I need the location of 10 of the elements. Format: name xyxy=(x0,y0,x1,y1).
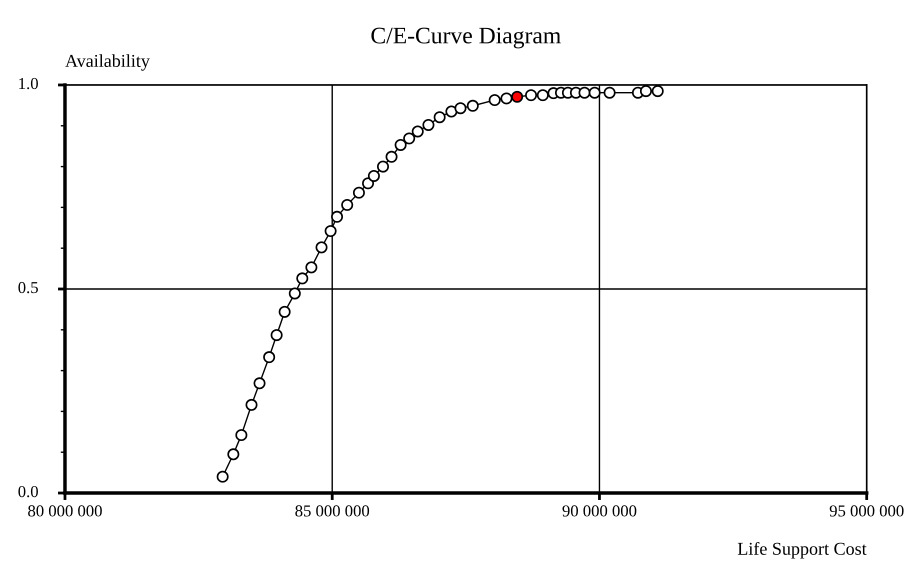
x-tick-label: 85 000 000 xyxy=(295,505,370,517)
y-axis-title: Availability xyxy=(65,54,150,71)
chart-title: C/E-Curve Diagram xyxy=(371,28,561,48)
x-tick-label: 90 000 000 xyxy=(562,505,636,517)
x-tick-label: 80 000 000 xyxy=(28,505,102,517)
y-tick-label: 0.5 xyxy=(18,282,38,294)
y-tick-label: 0.0 xyxy=(18,486,38,498)
y-tick-label: 1.0 xyxy=(19,78,38,90)
x-tick-label: 95 000 000 xyxy=(830,505,904,517)
x-axis-title: Life Support Cost xyxy=(738,542,867,559)
